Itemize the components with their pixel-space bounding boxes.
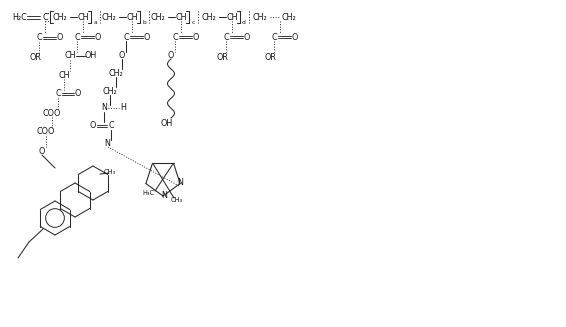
Text: O: O [292, 32, 298, 42]
Text: O: O [168, 50, 174, 60]
Text: COO: COO [37, 128, 55, 136]
Text: CH₃: CH₃ [171, 197, 183, 203]
Text: C: C [172, 32, 178, 42]
Text: OR: OR [216, 53, 228, 61]
Text: OR: OR [264, 53, 276, 61]
Text: OH: OH [85, 51, 97, 60]
Text: d: d [242, 21, 246, 26]
Text: C: C [223, 32, 229, 42]
Text: C: C [42, 12, 48, 22]
Text: C: C [108, 122, 114, 130]
Text: O: O [57, 33, 63, 43]
Text: O: O [144, 32, 150, 42]
Text: N: N [101, 104, 107, 112]
Text: O: O [95, 32, 101, 42]
Text: b: b [142, 21, 146, 26]
Text: CH: CH [58, 71, 70, 79]
Text: O: O [193, 32, 199, 42]
Text: CH₂: CH₂ [102, 87, 117, 95]
Text: CH₂: CH₂ [282, 12, 297, 22]
Text: CH₂: CH₂ [102, 12, 117, 22]
Text: CH₂: CH₂ [53, 12, 67, 22]
Text: H₃C: H₃C [142, 190, 154, 196]
Text: H: H [120, 104, 126, 112]
Text: C: C [55, 90, 61, 98]
Text: N: N [104, 139, 110, 147]
Text: CH₂: CH₂ [109, 68, 123, 77]
Text: H₂C: H₂C [12, 12, 27, 22]
Text: OR: OR [29, 54, 41, 62]
Text: C: C [36, 33, 42, 43]
Text: CH₃: CH₃ [104, 169, 116, 175]
Text: CH: CH [77, 12, 89, 22]
Text: O: O [75, 90, 81, 98]
Text: N: N [161, 191, 167, 199]
Text: C: C [74, 32, 80, 42]
Text: O: O [39, 146, 45, 156]
Text: N: N [177, 178, 183, 187]
Text: CH₂: CH₂ [252, 12, 267, 22]
Text: C: C [123, 32, 129, 42]
Text: CH: CH [126, 12, 138, 22]
Text: C: C [271, 32, 277, 42]
Text: CH₂: CH₂ [201, 12, 216, 22]
Text: CH: CH [226, 12, 238, 22]
Text: c: c [191, 21, 195, 26]
Text: CH₂: CH₂ [151, 12, 165, 22]
Text: a: a [93, 21, 97, 26]
Text: OH: OH [161, 118, 173, 128]
Text: CH: CH [175, 12, 187, 22]
Text: COO: COO [43, 109, 61, 117]
Text: O: O [119, 50, 125, 60]
Text: O: O [90, 122, 96, 130]
Text: CH: CH [65, 51, 76, 60]
Text: O: O [244, 32, 250, 42]
